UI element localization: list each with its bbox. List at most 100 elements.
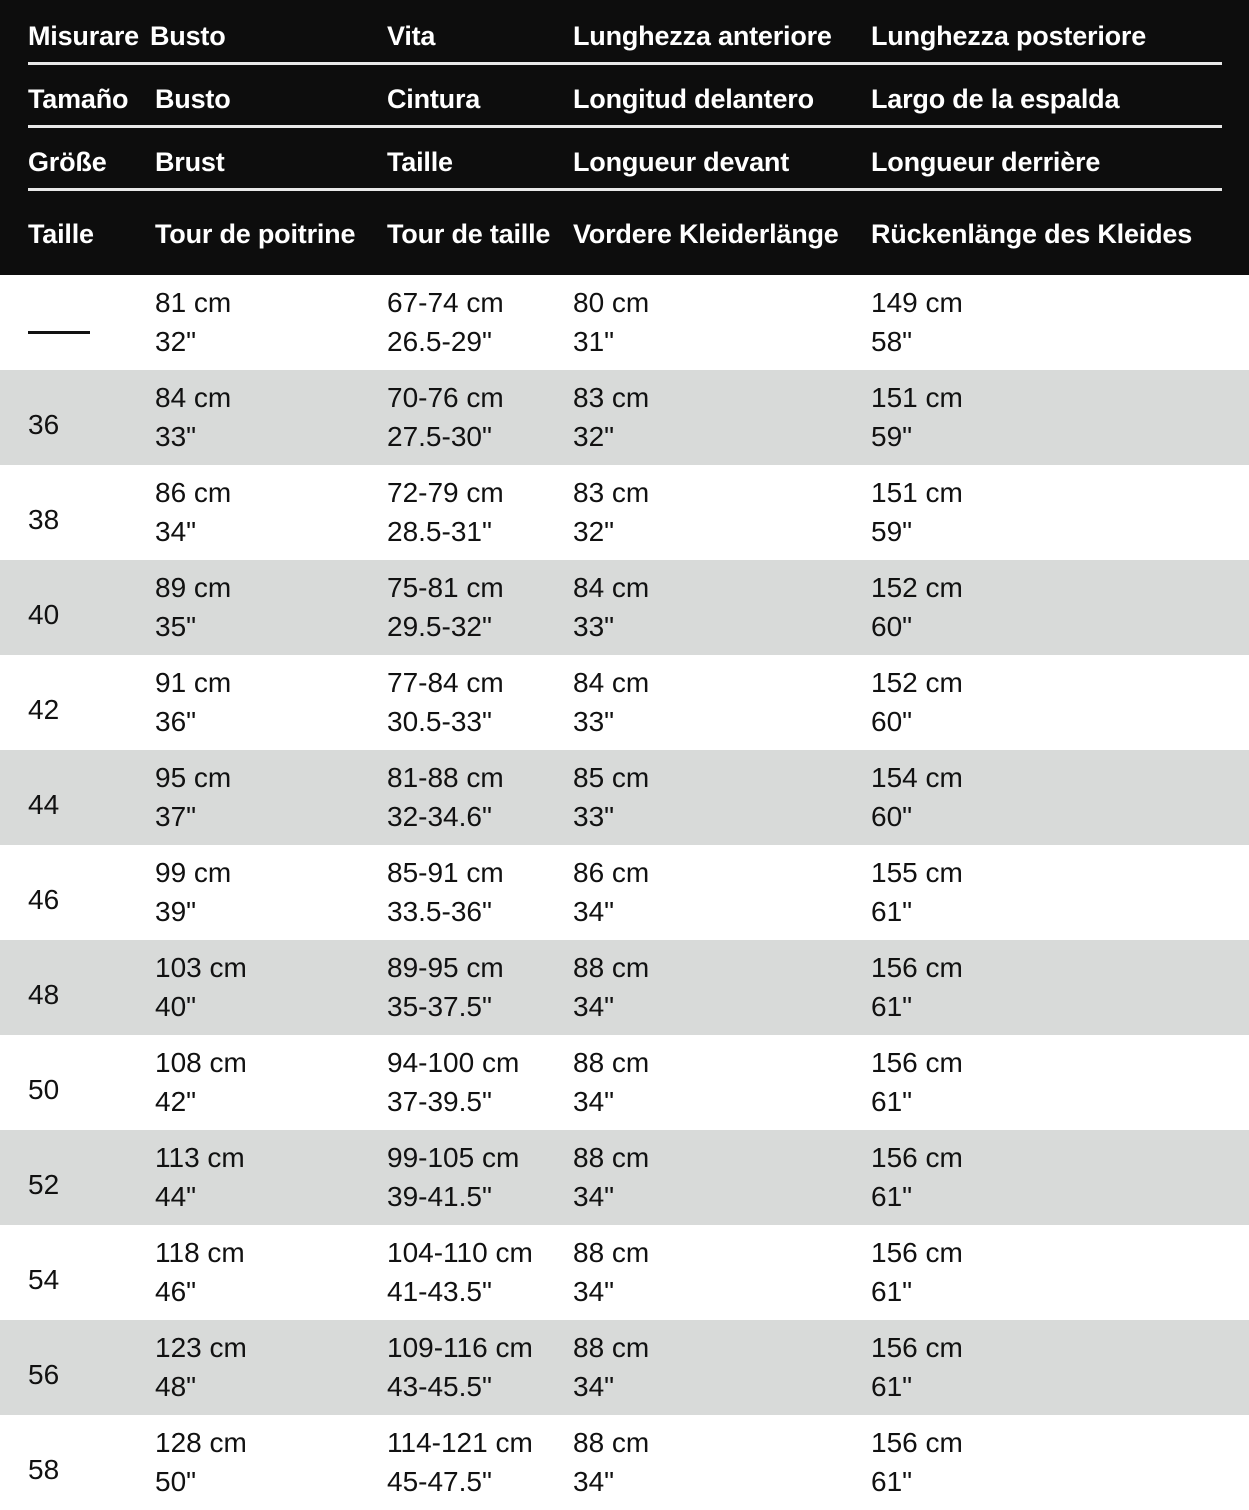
cell-front: 83 cm 32" (573, 370, 870, 465)
header-it-back: Lunghezza posteriore (871, 20, 1147, 51)
header-es-front: Longitud delantero (573, 83, 814, 114)
back-cm: 152 cm (871, 571, 963, 603)
waist-inch: 27.5-30" (387, 420, 492, 452)
cell-back: 152 cm 60" (871, 560, 1231, 655)
waist-cm: 77-84 cm (387, 666, 504, 698)
waist-inch: 28.5-31" (387, 515, 492, 547)
back-cm: 156 cm (871, 1141, 963, 1173)
cell-back: 151 cm 59" (871, 370, 1231, 465)
bust-cm: 118 cm (155, 1236, 245, 1268)
cell-waist: 99-105 cm 39-41.5" (387, 1130, 573, 1225)
back-cm: 156 cm (871, 1236, 963, 1268)
size-value: 56 (28, 1359, 60, 1391)
bust-cm: 128 cm (155, 1426, 247, 1458)
waist-cm: 104-110 cm (387, 1236, 533, 1268)
front-cm: 88 cm (573, 1236, 650, 1268)
table-row: 56 123 cm 48" 109-116 cm 43-45.5" 88 cm 34" 156… (0, 1320, 1249, 1415)
back-inch: 61" (871, 1465, 913, 1497)
front-cm: 83 cm (573, 476, 650, 508)
cell-waist: 89-95 cm 35-37.5" (387, 940, 573, 1035)
waist-cm: 99-105 cm (387, 1141, 520, 1173)
size-dash-icon (28, 331, 90, 334)
waist-cm: 75-81 cm (387, 571, 504, 603)
back-cm: 156 cm (871, 1046, 963, 1078)
back-cm: 151 cm (871, 381, 963, 413)
header-de-size: Größe (28, 146, 107, 177)
bust-inch: 34" (155, 515, 197, 547)
cell-size: 50 (28, 1035, 154, 1130)
header-fr-size: Taille (28, 218, 94, 249)
size-value: 36 (28, 409, 60, 441)
front-cm: 88 cm (573, 951, 650, 983)
header-fr-bust: Tour de poitrine (155, 218, 356, 249)
waist-cm: 89-95 cm (387, 951, 504, 983)
waist-inch: 45-47.5" (387, 1465, 492, 1497)
cell-waist: 67-74 cm 26.5-29" (387, 275, 573, 370)
bust-inch: 39" (155, 895, 197, 927)
front-inch: 34" (573, 1085, 615, 1117)
cell-size: 36 (28, 370, 154, 465)
cell-bust: 86 cm 34" (155, 465, 387, 560)
back-inch: 60" (871, 705, 913, 737)
front-inch: 31" (573, 325, 615, 357)
front-cm: 88 cm (573, 1141, 650, 1173)
cell-bust: 113 cm 44" (155, 1130, 387, 1225)
back-cm: 152 cm (871, 666, 963, 698)
cell-front: 83 cm 32" (573, 465, 870, 560)
cell-front: 88 cm 34" (573, 1130, 870, 1225)
header-de-waist: Taille (387, 146, 453, 177)
front-inch: 34" (573, 1370, 615, 1402)
size-value: 42 (28, 694, 60, 726)
header-row-german: Größe Brust Taille Longueur devant Longu… (0, 136, 1249, 188)
bust-cm: 99 cm (155, 856, 232, 888)
bust-inch: 33" (155, 420, 197, 452)
front-inch: 33" (573, 610, 615, 642)
cell-bust: 84 cm 33" (155, 370, 387, 465)
cell-back: 149 cm 58" (871, 275, 1231, 370)
cell-size: 40 (28, 560, 154, 655)
header-es-size: Tamaño (28, 83, 129, 114)
waist-inch: 37-39.5" (387, 1085, 492, 1117)
table-row: 44 95 cm 37" 81-88 cm 32-34.6" 85 cm 33" 154 cm… (0, 750, 1249, 845)
table-row: 36 84 cm 33" 70-76 cm 27.5-30" 83 cm 32" 151 cm… (0, 370, 1249, 465)
cell-back: 156 cm 61" (871, 1225, 1231, 1320)
cell-size: 52 (28, 1130, 154, 1225)
cell-bust: 95 cm 37" (155, 750, 387, 845)
back-inch: 59" (871, 515, 913, 547)
cell-front: 88 cm 34" (573, 1035, 870, 1130)
table-row: 54 118 cm 46" 104-110 cm 41-43.5" 88 cm 34" 156… (0, 1225, 1249, 1320)
waist-inch: 33.5-36" (387, 895, 492, 927)
size-value: 50 (28, 1074, 60, 1106)
back-cm: 154 cm (871, 761, 963, 793)
header-divider-1 (28, 62, 1222, 65)
waist-cm: 94-100 cm (387, 1046, 520, 1078)
cell-waist: 77-84 cm 30.5-33" (387, 655, 573, 750)
cell-size: 44 (28, 750, 154, 845)
back-inch: 61" (871, 1370, 913, 1402)
waist-inch: 43-45.5" (387, 1370, 492, 1402)
waist-inch: 39-41.5" (387, 1180, 492, 1212)
waist-cm: 81-88 cm (387, 761, 504, 793)
header-it-size: Misurare (28, 20, 139, 51)
front-inch: 33" (573, 705, 615, 737)
bust-cm: 123 cm (155, 1331, 247, 1363)
waist-inch: 29.5-32" (387, 610, 492, 642)
waist-cm: 67-74 cm (387, 286, 504, 318)
waist-cm: 114-121 cm (387, 1426, 533, 1458)
waist-cm: 109-116 cm (387, 1331, 533, 1363)
back-inch: 58" (871, 325, 913, 357)
front-inch: 34" (573, 895, 615, 927)
front-cm: 84 cm (573, 666, 650, 698)
cell-size: 48 (28, 940, 154, 1035)
table-row: 42 91 cm 36" 77-84 cm 30.5-33" 84 cm 33" 152 cm… (0, 655, 1249, 750)
cell-waist: 104-110 cm 41-43.5" (387, 1225, 573, 1320)
bust-inch: 42" (155, 1085, 197, 1117)
cell-bust: 103 cm 40" (155, 940, 387, 1035)
table-row: 40 89 cm 35" 75-81 cm 29.5-32" 84 cm 33" 152 cm… (0, 560, 1249, 655)
cell-front: 80 cm 31" (573, 275, 870, 370)
cell-size: 46 (28, 845, 154, 940)
front-cm: 85 cm (573, 761, 650, 793)
bust-inch: 50" (155, 1465, 197, 1497)
table-body: 81 cm 32" 67-74 cm 26.5-29" 80 cm 31" 149 cm 58… (0, 275, 1249, 1510)
